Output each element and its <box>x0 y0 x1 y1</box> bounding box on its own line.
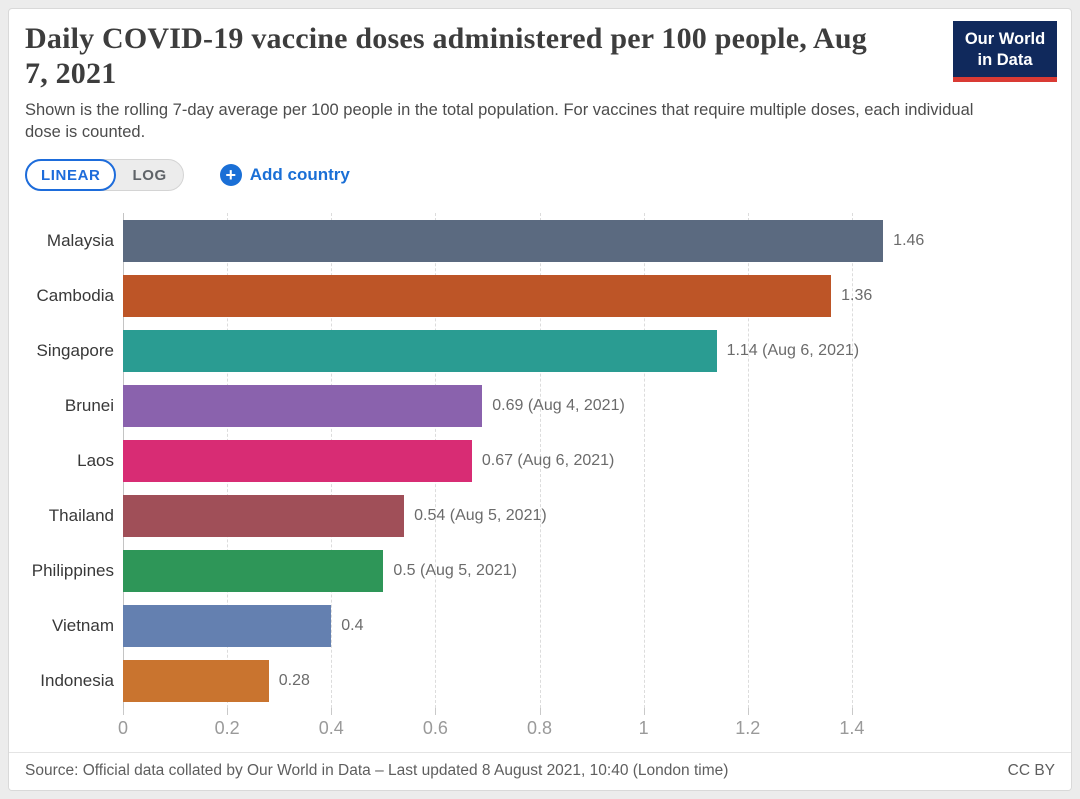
country-label-indonesia: Indonesia <box>40 670 114 690</box>
chart-controls: LINEAR LOG + Add country <box>25 159 1055 192</box>
x-axis-tick-label: 0 <box>117 718 129 739</box>
bar-brunei[interactable] <box>123 384 483 427</box>
owid-logo-underline <box>953 77 1057 83</box>
chart-title: Daily COVID-19 vaccine doses administere… <box>25 22 867 91</box>
labels-column: Malaysia Cambodia Singapore Brunei Laos Thail… <box>25 213 123 708</box>
country-label-malaysia: Malaysia <box>46 230 114 250</box>
country-label-vietnam: Vietnam <box>51 615 114 635</box>
x-axis-tick-label: 1 <box>638 718 649 739</box>
owid-logo-line2: in Data <box>977 50 1033 69</box>
x-axis-tick-label: 1.2 <box>735 718 761 739</box>
bar-value-label: 0.67 (Aug 6, 2021) <box>481 451 615 469</box>
source-note: Source: Official data collated by Our Wo… <box>25 762 729 779</box>
bar-row: 1.36 <box>123 268 1055 323</box>
bar-malaysia[interactable] <box>123 219 884 262</box>
chart-subtitle: Shown is the rolling 7-day average per 1… <box>25 100 974 142</box>
bar-laos[interactable] <box>123 439 472 482</box>
bar-row: 1.46 <box>123 213 1055 268</box>
plus-icon: + <box>219 164 242 187</box>
country-label-brunei: Brunei <box>64 395 114 415</box>
bar-value-label: 0.54 (Aug 5, 2021) <box>414 506 547 524</box>
x-axis-tick-mark <box>747 708 749 716</box>
bar-row: 0.4 <box>123 598 1055 653</box>
bar-value-label: 0.4 <box>341 616 364 634</box>
country-label-thailand: Thailand <box>48 505 114 525</box>
add-country-button[interactable]: + Add country <box>219 164 350 187</box>
owid-logo-line1: Our World <box>964 30 1046 48</box>
x-axis-tick-label: 1.4 <box>839 718 865 739</box>
log-scale-button[interactable]: LOG <box>132 166 167 184</box>
bar-chart: Malaysia Cambodia Singapore Brunei Laos Thail… <box>25 213 1055 742</box>
x-axis-tick-mark <box>435 708 437 716</box>
x-axis: 0 0.2 0.4 0.6 0.8 1 1.2 1.4 <box>118 716 1055 742</box>
country-label-cambodia: Cambodia <box>36 285 115 305</box>
gridline <box>643 213 645 709</box>
x-axis-tick-mark <box>851 708 853 716</box>
license-badge: CC BY <box>1007 762 1055 779</box>
country-label-laos: Laos <box>77 450 114 470</box>
chart-footer: Source: Official data collated by Our Wo… <box>9 752 1071 790</box>
bar-philippines[interactable] <box>123 549 384 592</box>
gridline <box>539 213 541 709</box>
linear-scale-button[interactable]: LINEAR <box>25 159 117 192</box>
x-axis-tick-label: 0.6 <box>422 718 448 739</box>
bar-value-label: 1.46 <box>893 231 925 249</box>
scale-toggle: LINEAR LOG <box>25 159 184 192</box>
country-label-singapore: Singapore <box>36 340 114 360</box>
x-axis-tick-mark <box>123 708 124 716</box>
owid-logo-box: Our World in Data <box>953 21 1057 78</box>
bar-value-label: 1.14 (Aug 6, 2021) <box>726 341 860 359</box>
x-axis-tick-mark <box>539 708 541 716</box>
bar-row: 0.69 (Aug 4, 2021) <box>123 378 1055 433</box>
x-axis-tick-mark <box>227 708 229 716</box>
bar-value-label: 1.36 <box>841 286 873 304</box>
add-country-label: Add country <box>249 165 350 185</box>
bar-value-label: 0.28 <box>278 671 310 689</box>
owid-logo[interactable]: Our World in Data <box>953 21 1057 83</box>
bar-row: 0.54 (Aug 5, 2021) <box>123 488 1055 543</box>
bar-thailand[interactable] <box>123 494 405 537</box>
bar-value-label: 0.5 (Aug 5, 2021) <box>393 561 517 579</box>
chart-card: Daily COVID-19 vaccine doses administere… <box>8 8 1072 791</box>
plot-area: 1.46 1.36 1.14 (Aug 6, 2021) 0.69 (Aug 4, 2… <box>123 213 1055 709</box>
gridline <box>747 213 749 709</box>
x-axis-tick-label: 0.4 <box>318 718 344 739</box>
x-axis-tick-mark <box>331 708 333 716</box>
x-axis-tick-label: 0.8 <box>527 718 553 739</box>
bar-row: 0.5 (Aug 5, 2021) <box>123 543 1055 598</box>
bar-row: 0.28 <box>123 653 1055 708</box>
bar-vietnam[interactable] <box>123 604 332 647</box>
x-axis-tick-marks <box>123 708 1055 716</box>
bar-indonesia[interactable] <box>123 659 269 702</box>
bar-row: 0.67 (Aug 6, 2021) <box>123 433 1055 488</box>
bar-value-label: 0.69 (Aug 4, 2021) <box>492 396 625 414</box>
chart-header: Daily COVID-19 vaccine doses administere… <box>9 9 1071 143</box>
bar-singapore[interactable] <box>123 329 717 372</box>
bar-row: 1.14 (Aug 6, 2021) <box>123 323 1055 378</box>
bar-cambodia[interactable] <box>123 274 832 317</box>
x-axis-tick-mark <box>643 708 645 716</box>
gridline <box>851 213 853 709</box>
x-axis-tick-label: 0.2 <box>214 718 240 739</box>
country-label-philippines: Philippines <box>31 560 114 580</box>
